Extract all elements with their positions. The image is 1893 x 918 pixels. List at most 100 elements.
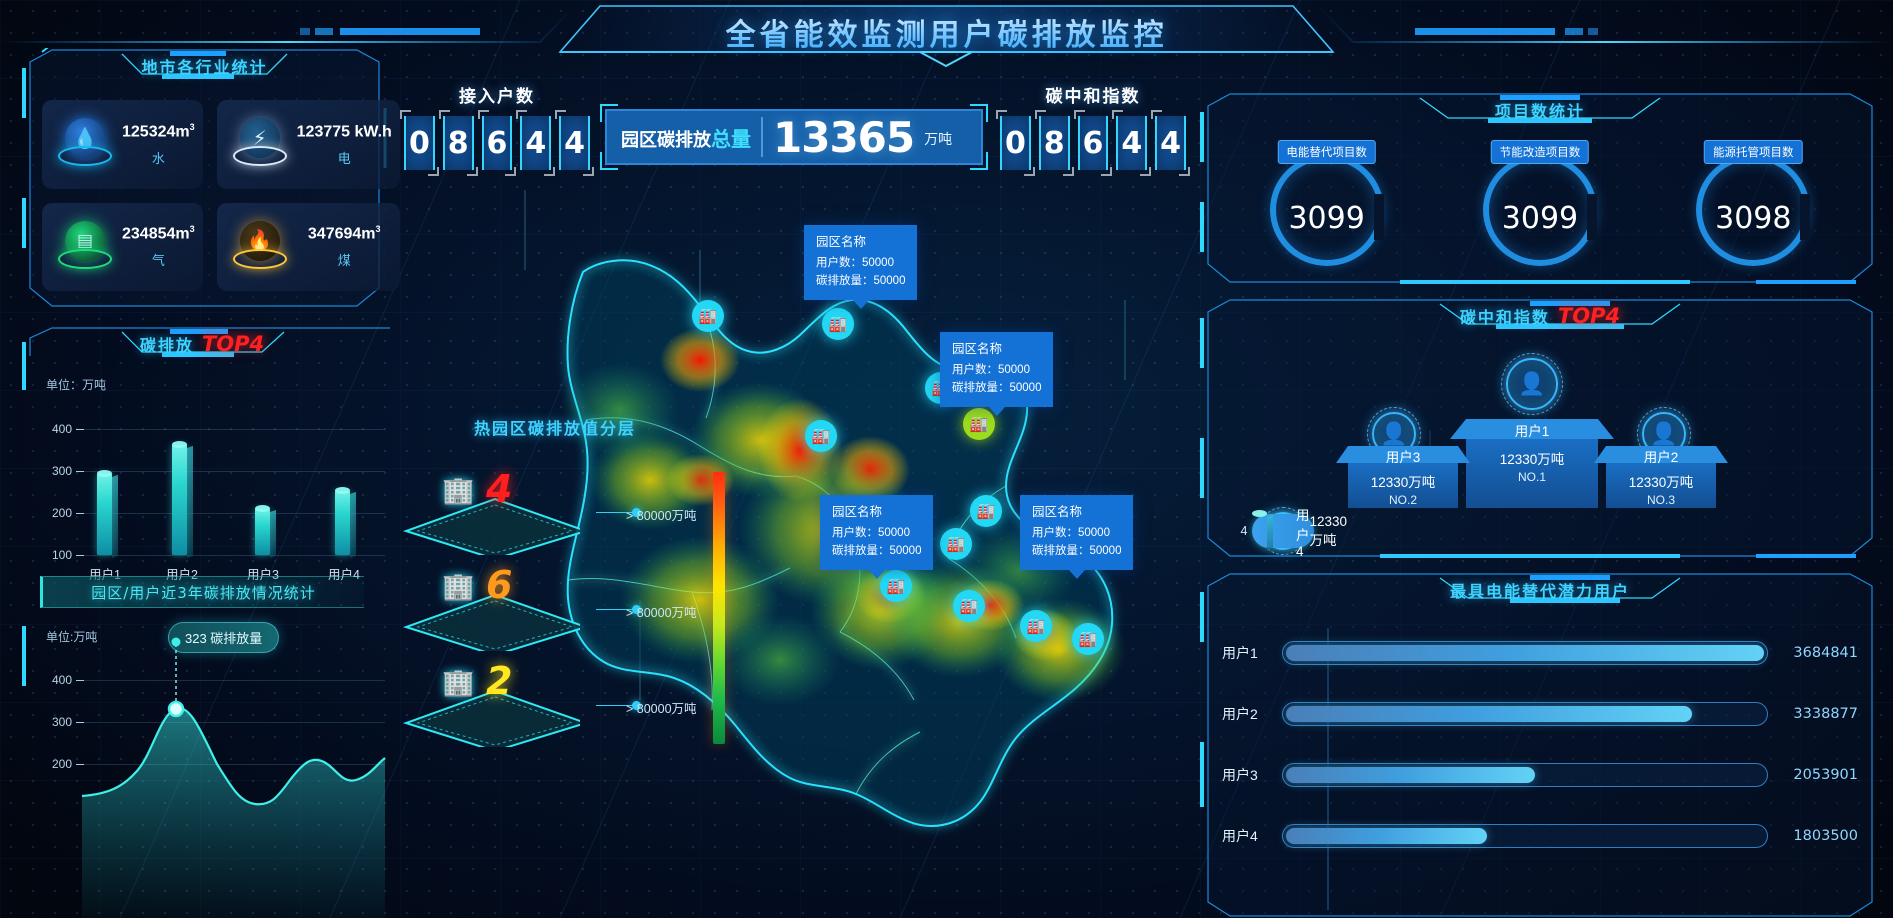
podium-block-2[interactable]: 用户2 12330万吨 NO.3 xyxy=(1606,462,1716,508)
avatar[interactable]: 👤 xyxy=(1501,353,1563,415)
layer-count: 4 xyxy=(486,467,513,511)
progress-fill xyxy=(1286,645,1764,661)
digit: 0 xyxy=(996,110,1035,176)
podium-block-1[interactable]: 用户1 12330万吨 NO.1 xyxy=(1466,438,1598,508)
block-top xyxy=(1336,446,1470,463)
factory-pin-icon[interactable]: 🏭 xyxy=(692,300,724,342)
gas-meter-icon: ▤ xyxy=(54,219,116,275)
row-bar: 用户4 12330万吨 xyxy=(1252,508,1347,559)
panel-title-potential: 最具电能替代潜力用户 xyxy=(1449,582,1630,601)
industry-card-grid: 💧 125324m3 水 ⚡ 123775 kW.h 电 ▤ xyxy=(42,100,400,291)
progress-fill xyxy=(1286,706,1693,722)
y-tick: 300 xyxy=(51,464,72,478)
factory-pin-icon[interactable]: 🏭 xyxy=(1020,610,1052,652)
y-tick: 200 xyxy=(51,506,72,520)
legend-threshold: > 80000万吨 xyxy=(626,702,697,716)
donut-tag: 电能替代项目数 xyxy=(1277,140,1376,164)
stat-card[interactable]: ▤ 234854m3 气 xyxy=(42,202,203,291)
factory-pin-icon[interactable]: 🏭 xyxy=(940,528,972,570)
stat-value: 347694m3 xyxy=(307,224,381,243)
y-tick: 300 xyxy=(51,715,72,729)
stat-label: 电 xyxy=(337,150,351,166)
factory-pin-icon[interactable]: 🏭 xyxy=(880,570,912,612)
digit: 4 xyxy=(555,110,594,176)
list-item[interactable]: 用户2 3338877 xyxy=(1222,695,1858,733)
panel-title-bars: 碳排放 TOP4 xyxy=(139,332,265,356)
chart-tooltip: 323 碳排放量 xyxy=(168,622,280,653)
legend-threshold: > 80000万吨 xyxy=(626,606,697,620)
stat-card[interactable]: 💧 125324m3 水 xyxy=(42,100,203,189)
top4-row-4[interactable]: 4 👤 用户4 12330万吨 xyxy=(1236,507,1876,559)
map-tooltip[interactable]: 园区名称 用户数：50000 碳排放量：50000 xyxy=(940,332,1054,416)
block-top xyxy=(1594,446,1728,463)
project-donut[interactable]: 节能改造项目数 3099 xyxy=(1465,140,1615,270)
user-value: 3684841 xyxy=(1793,645,1858,661)
page-title: 全省能效监测用户碳排放监控 xyxy=(726,10,1168,54)
panel-frame xyxy=(22,626,26,686)
building-icon: 🏢 xyxy=(442,667,475,697)
list-item[interactable]: 用户3 2053901 xyxy=(1222,756,1858,794)
podium-name: 用户1 xyxy=(1514,424,1550,439)
digit: 4 xyxy=(516,110,555,176)
row-rank: 4 xyxy=(1240,524,1248,538)
panel-carbon-neutral-top4: 碳中和指数 TOP4 👤 👤 👤 用户1 12330万吨 NO.1 用户3 123… xyxy=(1200,298,1880,562)
stat-label: 水 xyxy=(151,150,165,166)
digit: 8 xyxy=(1034,110,1074,176)
podium-value: 12330万吨 xyxy=(1370,475,1436,490)
legend-layer[interactable]: 🏢 4 xyxy=(400,467,590,555)
factory-pin-icon[interactable]: 🏭 xyxy=(822,308,854,350)
donut-value: 3099 xyxy=(1288,200,1365,236)
factory-pin-icon[interactable]: 🏭 xyxy=(1072,623,1104,665)
map-tooltip[interactable]: 园区名称 用户数：50000 碳排放量：50000 xyxy=(804,225,918,309)
digit: 0 xyxy=(400,110,439,176)
panel-industry-stats: 地市各行业统计 💧 125324m3 水 ⚡ 123775 kW.h 电 xyxy=(22,48,400,313)
stat-card[interactable]: ⚡ 123775 kW.h 电 xyxy=(216,100,400,189)
legend-title: 热园区碳排放值分层 xyxy=(473,419,636,438)
list-item[interactable]: 用户1 3684841 xyxy=(1222,634,1858,672)
tooltip-title: 园区名称 xyxy=(832,505,883,519)
list-item[interactable]: 用户4 1803500 xyxy=(1222,817,1858,855)
progress-track xyxy=(1282,763,1768,787)
donut-tag: 节能改造项目数 xyxy=(1490,140,1590,164)
podium-rank: NO.2 xyxy=(1388,493,1417,507)
tooltip-title: 园区名称 xyxy=(952,342,1003,356)
factory-pin-icon[interactable]: 🏭 xyxy=(970,495,1002,537)
map-heatmap[interactable]: 🏭 🏭 🏭 🏭 🏭 🏭 🏭 🏭 🏭 🏭 🏭 园区名称 用户数：50000 碳排放… xyxy=(400,180,1200,918)
project-donut-group: 电能替代项目数 3099 节能改造项目数 3099 能源托管项目数 3098 xyxy=(1220,140,1860,270)
map-tooltip[interactable]: 园区名称 用户数：50000 碳排放量：50000 xyxy=(820,495,934,579)
progress-track xyxy=(1282,641,1768,665)
podium-block-3[interactable]: 用户3 12330万吨 NO.2 xyxy=(1348,462,1458,508)
tooltip-carbon: 碳排放量：50000 xyxy=(816,275,906,288)
project-donut[interactable]: 能源托管项目数 3098 xyxy=(1678,140,1828,270)
panel-title-projects: 项目数统计 xyxy=(1494,102,1585,121)
factory-pin-icon[interactable]: 🏭 xyxy=(953,590,985,632)
user-name: 用户4 xyxy=(1222,828,1258,844)
user-value: 2053901 xyxy=(1793,767,1858,783)
legend-layers: 热园区碳排放值分层 🏢 4 🏢 6 🏢 2 > 80000万吨 > 80000万… xyxy=(400,415,710,747)
factory-pin-icon[interactable]: 🏭 xyxy=(805,420,837,462)
legend-layer[interactable]: 🏢 2 xyxy=(400,659,590,747)
person-icon: 👤 xyxy=(1518,371,1546,396)
legend-layer[interactable]: 🏢 6 xyxy=(400,563,590,651)
stat-label: 煤 xyxy=(337,253,351,269)
panel-project-counts: 项目数统计 电能替代项目数 3099 节能改造项目数 3099 能源托管项目数 … xyxy=(1200,92,1880,288)
panel-potential-users: 最具电能替代潜力用户 用户1 3684841 用户2 3338877 用户3 2… xyxy=(1200,572,1880,918)
stat-card[interactable]: 🔥 347694m3 煤 xyxy=(216,202,400,291)
water-drop-icon: 💧 xyxy=(54,116,116,172)
row-name: 用户4 xyxy=(1296,507,1310,559)
progress-track xyxy=(1282,702,1768,726)
podium-name: 用户2 xyxy=(1643,450,1679,465)
bar xyxy=(335,487,350,555)
project-donut[interactable]: 电能替代项目数 3099 xyxy=(1252,140,1402,270)
podium-name: 用户3 xyxy=(1385,450,1421,465)
donut-tag: 能源托管项目数 xyxy=(1704,140,1803,164)
person-icon: 👤 xyxy=(1380,421,1408,446)
total-value: 13365 xyxy=(773,112,915,162)
y-tick: 100 xyxy=(51,548,72,562)
counter-label: 接入户数 xyxy=(459,87,535,107)
digit-row: 0 8 6 4 4 xyxy=(400,110,594,176)
bar-chart-unit: 单位：万吨 xyxy=(46,378,107,392)
map-tooltip[interactable]: 园区名称 用户数：50000 碳排放量：50000 xyxy=(1020,495,1134,579)
app-header: 全省能效监测用户碳排放监控 xyxy=(0,0,1893,68)
stat-value: 123775 kW.h xyxy=(296,122,392,140)
